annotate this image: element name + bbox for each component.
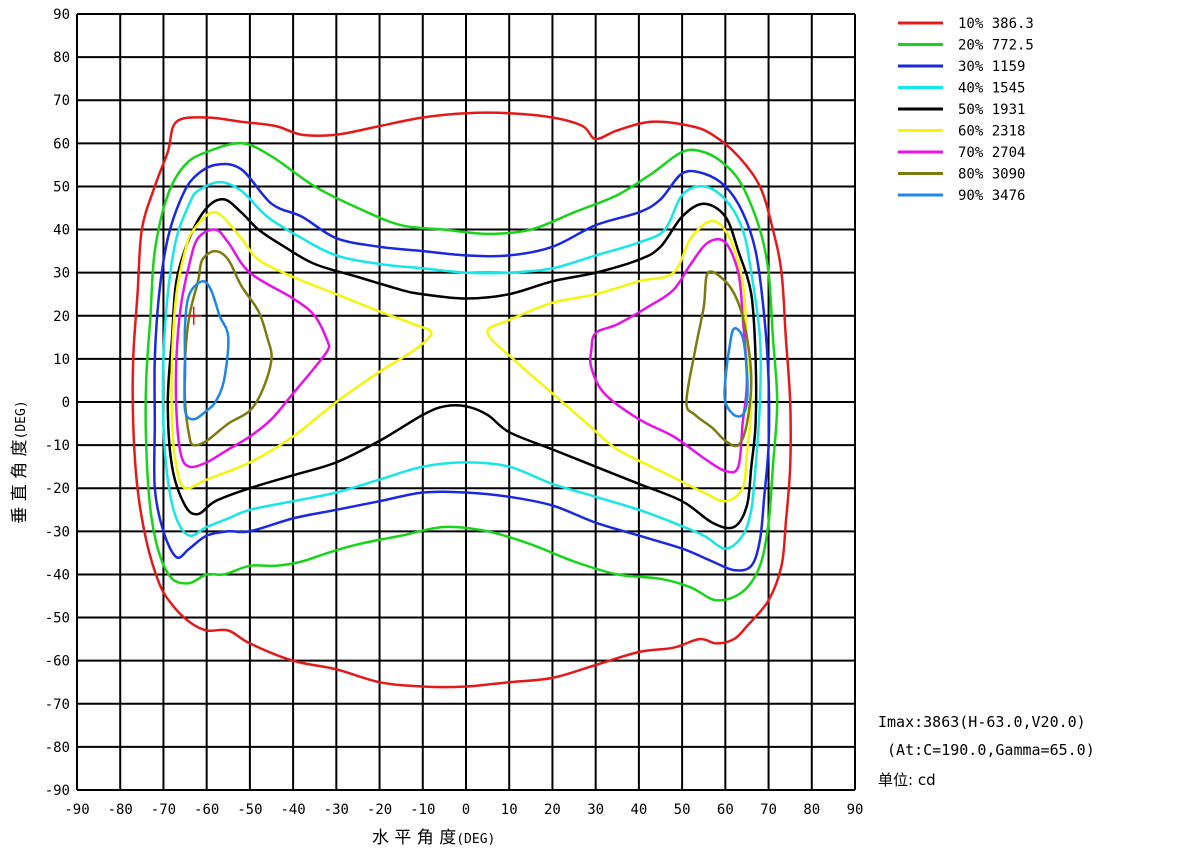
legend: 10% 386.3 20% 772.5 30% 1159 40% 1545 50% 19… bbox=[898, 16, 1034, 204]
y-axis-label: 垂 直 角 度(DEG) bbox=[10, 400, 30, 523]
contour-line bbox=[161, 180, 762, 550]
x-tick-label: 50 bbox=[674, 802, 691, 818]
x-axis-label: 水 平 角 度(DEG) bbox=[372, 828, 495, 848]
legend-label: 90% 3476 bbox=[958, 188, 1025, 204]
y-tick-label: 80 bbox=[53, 50, 70, 66]
contour-line bbox=[685, 270, 753, 448]
x-tick-label: -90 bbox=[64, 802, 89, 818]
y-tick-label: 0 bbox=[62, 395, 70, 411]
y-tick-label: -80 bbox=[45, 740, 70, 756]
x-tick-label: 40 bbox=[630, 802, 647, 818]
x-tick-label: -20 bbox=[367, 802, 392, 818]
y-tick-labels: 90 80 70 60 50 40 30 20 10 0 -10 -20 -30 -40 -50 -60 -70… bbox=[45, 7, 70, 799]
y-tick-label: 20 bbox=[53, 309, 70, 325]
x-tick-label: -10 bbox=[410, 802, 435, 818]
grid bbox=[76, 13, 856, 791]
x-tick-label: 60 bbox=[717, 802, 734, 818]
y-tick-label: 40 bbox=[53, 223, 70, 239]
y-tick-label: -70 bbox=[45, 697, 70, 713]
y-tick-label: -50 bbox=[45, 611, 70, 627]
legend-label: 80% 3090 bbox=[958, 167, 1025, 183]
y-tick-label: -60 bbox=[45, 654, 70, 670]
y-tick-label: -30 bbox=[45, 524, 70, 540]
unit-info: 单位: cd bbox=[878, 771, 936, 789]
contour-line bbox=[588, 238, 749, 474]
x-tick-label: -50 bbox=[237, 802, 262, 818]
legend-label: 10% 386.3 bbox=[958, 16, 1034, 32]
max-intensity-marker bbox=[185, 306, 202, 325]
x-tick-label: 20 bbox=[544, 802, 561, 818]
contour-line bbox=[723, 327, 749, 418]
legend-label: 20% 772.5 bbox=[958, 38, 1034, 54]
x-tick-label: 80 bbox=[803, 802, 820, 818]
legend-label: 40% 1545 bbox=[958, 81, 1025, 97]
contour-line bbox=[486, 219, 753, 503]
y-tick-label: 10 bbox=[53, 352, 70, 368]
imax-info: Imax:3863(H-63.0,V20.0) bbox=[878, 713, 1086, 731]
contour-line bbox=[170, 211, 433, 490]
at-info: (At:C=190.0,Gamma=65.0) bbox=[878, 741, 1095, 759]
x-tick-label: -80 bbox=[108, 802, 133, 818]
x-tick-label: 70 bbox=[760, 802, 777, 818]
legend-label: 50% 1931 bbox=[958, 102, 1025, 118]
y-tick-label: 90 bbox=[53, 7, 70, 23]
x-tick-labels: -90 -80 -70 -60 -50 -40 -30 -20 -10 0 10 20 30 40 50 60… bbox=[64, 802, 863, 818]
x-tick-label: 10 bbox=[501, 802, 518, 818]
x-tick-label: -70 bbox=[151, 802, 176, 818]
contour-line bbox=[131, 111, 792, 689]
legend-label: 60% 2318 bbox=[958, 124, 1025, 140]
legend-label: 70% 2704 bbox=[958, 145, 1025, 161]
x-tick-label: 30 bbox=[587, 802, 604, 818]
x-tick-label: -60 bbox=[194, 802, 219, 818]
y-tick-label: -20 bbox=[45, 481, 70, 497]
x-tick-label: -30 bbox=[324, 802, 349, 818]
x-tick-label: -40 bbox=[280, 802, 305, 818]
y-tick-label: -10 bbox=[45, 438, 70, 454]
contour-line bbox=[144, 142, 779, 602]
contour-line bbox=[174, 228, 331, 469]
legend-label: 30% 1159 bbox=[958, 59, 1025, 75]
y-tick-label: 70 bbox=[53, 93, 70, 109]
y-tick-label: 50 bbox=[53, 179, 70, 195]
y-tick-label: -40 bbox=[45, 567, 70, 583]
x-tick-label: 0 bbox=[462, 802, 470, 818]
y-tick-label: -90 bbox=[45, 783, 70, 799]
contour-line bbox=[166, 198, 758, 530]
contour-line bbox=[152, 162, 771, 572]
x-tick-label: 90 bbox=[847, 802, 864, 818]
contour-line bbox=[183, 279, 230, 421]
contour-lines bbox=[131, 111, 792, 689]
y-axis-label-group: 垂 直 角 度(DEG) bbox=[10, 400, 30, 523]
y-tick-label: 60 bbox=[53, 136, 70, 152]
y-tick-label: 30 bbox=[53, 266, 70, 282]
